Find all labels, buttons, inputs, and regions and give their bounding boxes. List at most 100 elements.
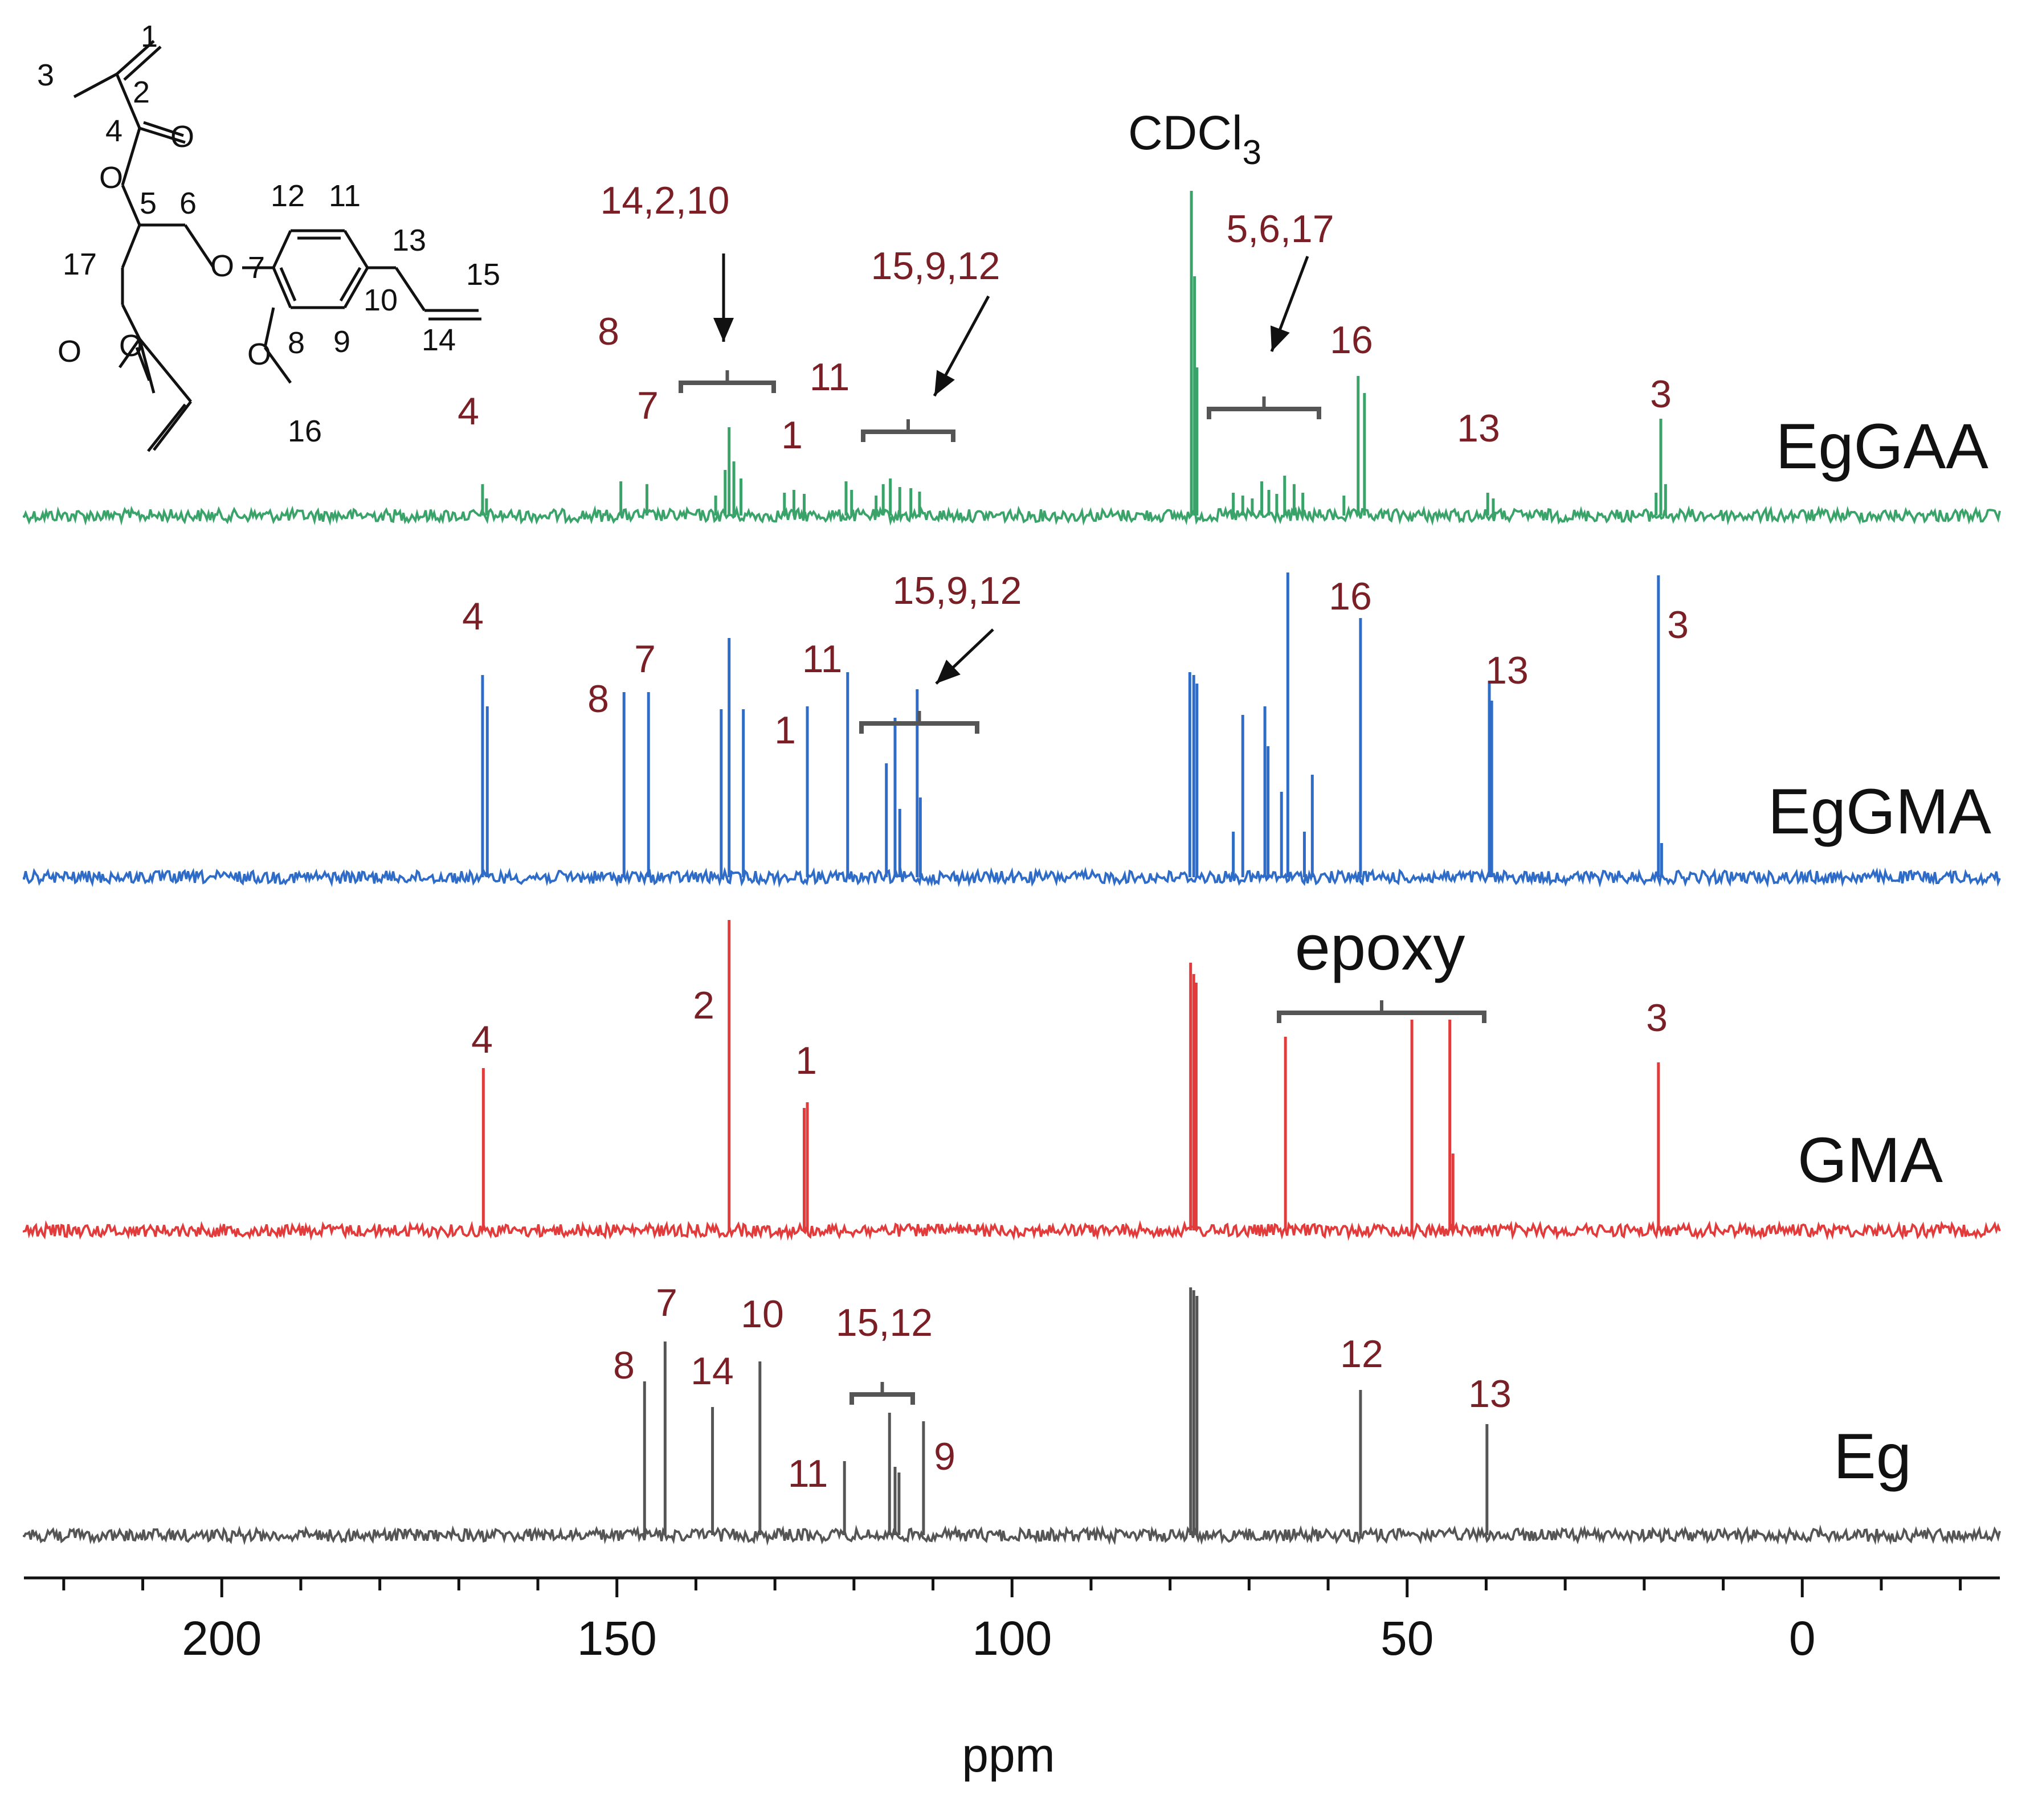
arrowhead bbox=[1270, 325, 1290, 351]
tick-label: 50 bbox=[1380, 1612, 1433, 1665]
bond bbox=[279, 267, 297, 301]
x-axis-label: ppm bbox=[962, 1728, 1055, 1782]
peak-label: 11 bbox=[788, 1452, 828, 1495]
tick-label: 200 bbox=[182, 1612, 262, 1665]
x-axis: 200 150 100 50 0 ppm bbox=[24, 1576, 2000, 1782]
peak-label: 13 bbox=[1485, 649, 1529, 692]
atom-label: 10 bbox=[363, 283, 398, 317]
bracket bbox=[859, 721, 979, 734]
baseline-noise bbox=[23, 866, 2001, 888]
atom-label: O bbox=[247, 337, 271, 371]
atom-label: 6 bbox=[179, 186, 197, 220]
peak-label: 1 bbox=[774, 709, 796, 752]
bond bbox=[147, 403, 186, 452]
bond bbox=[263, 346, 292, 384]
baseline-noise bbox=[23, 1220, 2001, 1241]
bracket bbox=[1277, 1011, 1486, 1023]
bracket bbox=[1207, 407, 1321, 419]
bond bbox=[135, 347, 151, 381]
bond bbox=[272, 267, 292, 308]
atom-label: O bbox=[58, 334, 81, 369]
bond bbox=[123, 46, 162, 81]
bond bbox=[263, 307, 275, 348]
bracket bbox=[861, 430, 955, 442]
atom-label: O bbox=[170, 120, 194, 154]
baseline-noise bbox=[23, 1524, 2001, 1546]
bond bbox=[183, 224, 215, 269]
bond bbox=[339, 267, 362, 302]
peak-label: epoxy bbox=[1295, 912, 1465, 983]
tick-label: 0 bbox=[1789, 1612, 1816, 1665]
tick-label: 150 bbox=[577, 1612, 657, 1665]
atom-label: 3 bbox=[37, 58, 54, 92]
bond bbox=[121, 128, 141, 186]
spectrum-eg: Eg bbox=[23, 1287, 2001, 1546]
peak-label: 3 bbox=[1646, 996, 1668, 1040]
atom-label: 8 bbox=[288, 326, 305, 360]
peak-label: 15,9,12 bbox=[893, 569, 1022, 612]
bond bbox=[139, 126, 186, 144]
bond bbox=[115, 73, 141, 129]
bracket bbox=[849, 1392, 915, 1405]
peak-label: 4 bbox=[462, 595, 484, 638]
peak-label: 3 bbox=[1667, 603, 1689, 647]
peak-label: 11 bbox=[802, 637, 843, 681]
atom-label: 7 bbox=[248, 251, 265, 285]
bond bbox=[153, 400, 192, 451]
atom-label: 13 bbox=[392, 223, 426, 257]
spectrum-name: EgGMA bbox=[1768, 776, 1991, 847]
atom-label: 4 bbox=[105, 114, 122, 148]
arrowhead bbox=[934, 370, 955, 396]
bond bbox=[272, 230, 292, 269]
bond bbox=[143, 121, 184, 137]
bond bbox=[121, 224, 141, 268]
bond bbox=[138, 338, 156, 394]
bracket bbox=[679, 381, 776, 393]
peak-label: 15,9,12 bbox=[871, 244, 1000, 288]
peak-label: 16 bbox=[1329, 575, 1372, 618]
atom-label: 12 bbox=[271, 179, 305, 213]
atom-label: O bbox=[210, 249, 234, 283]
peak-label: 5,6,17 bbox=[1226, 207, 1334, 251]
peak-label: 7 bbox=[656, 1281, 677, 1324]
peak-label: 8 bbox=[587, 677, 609, 721]
bond bbox=[121, 185, 141, 226]
peak-label: 8 bbox=[598, 310, 619, 353]
peak-label: 2 bbox=[693, 984, 714, 1027]
peak-label: 8 bbox=[613, 1344, 635, 1387]
spectrum-name: Eg bbox=[1833, 1421, 1912, 1492]
peak-label: 7 bbox=[634, 637, 656, 681]
atom-label: 15 bbox=[466, 257, 500, 292]
bond bbox=[138, 338, 192, 403]
spectrum-name: EgGAA bbox=[1775, 411, 1988, 482]
peak-label: 16 bbox=[1330, 318, 1373, 362]
atom-label: 5 bbox=[140, 186, 157, 220]
peak-label: 13 bbox=[1457, 407, 1500, 450]
bond bbox=[343, 230, 369, 269]
peak-label: 4 bbox=[458, 390, 479, 433]
peak-label: 15,12 bbox=[836, 1301, 933, 1344]
bond bbox=[116, 40, 155, 75]
peak-label: 10 bbox=[741, 1293, 784, 1336]
peak-label: 4 bbox=[471, 1018, 493, 1061]
peak-label: 7 bbox=[637, 384, 659, 427]
tick-label: 100 bbox=[972, 1612, 1052, 1665]
peak-label: 3 bbox=[1650, 373, 1672, 416]
arrowhead bbox=[936, 660, 961, 684]
atom-label: O bbox=[99, 161, 123, 195]
atom-label: 14 bbox=[422, 323, 456, 357]
solvent-label: CDCl3 bbox=[1128, 106, 1261, 171]
annotation-brackets bbox=[679, 253, 1486, 1405]
bond bbox=[394, 267, 426, 312]
peak-label: 1 bbox=[795, 1039, 817, 1082]
peak-label: 14,2,10 bbox=[601, 179, 730, 222]
atom-label: 1 bbox=[141, 19, 158, 54]
atom-label: O bbox=[119, 329, 143, 363]
baseline-noise bbox=[23, 505, 2001, 526]
peak-label: 1 bbox=[781, 414, 803, 457]
bond bbox=[118, 338, 141, 369]
